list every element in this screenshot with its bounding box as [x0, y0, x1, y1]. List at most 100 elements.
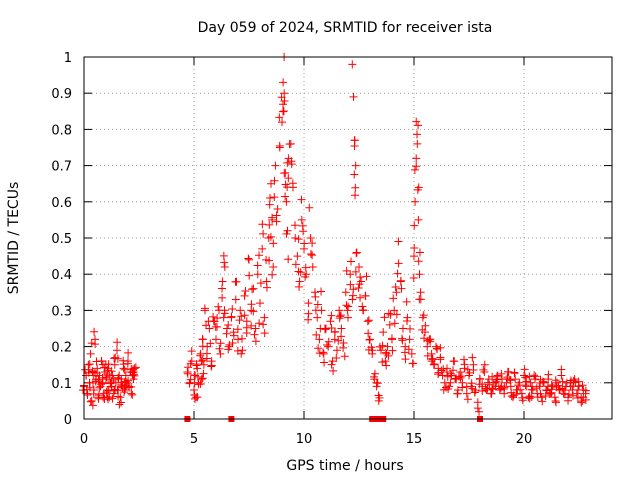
data-point	[206, 339, 215, 348]
data-point	[278, 118, 286, 127]
data-point	[355, 280, 364, 289]
data-point	[467, 379, 476, 388]
data-point	[377, 346, 385, 355]
data-point	[285, 140, 294, 149]
data-point	[116, 393, 125, 402]
data-point	[363, 317, 372, 326]
data-point	[272, 211, 281, 220]
data-point	[356, 273, 365, 282]
data-point	[125, 383, 134, 392]
data-point	[348, 291, 357, 300]
data-point	[578, 381, 587, 390]
data-point	[522, 377, 531, 386]
data-point	[479, 365, 488, 374]
data-point	[483, 378, 492, 387]
data-point	[380, 313, 389, 322]
data-point	[90, 327, 99, 336]
data-point	[311, 292, 320, 301]
x-tick-label: 20	[516, 432, 533, 447]
data-point	[565, 390, 574, 399]
data-point	[482, 386, 491, 395]
data-point	[332, 354, 341, 363]
data-point	[351, 191, 360, 200]
data-point	[564, 396, 573, 405]
data-point	[270, 176, 279, 185]
data-point	[415, 248, 424, 257]
data-point	[200, 304, 209, 313]
data-point	[129, 370, 138, 379]
data-point	[83, 390, 92, 399]
data-point	[538, 397, 547, 406]
x-tick-label: 10	[296, 432, 313, 447]
data-point	[356, 293, 365, 302]
data-point	[331, 327, 340, 336]
data-point	[404, 345, 413, 354]
data-point	[365, 335, 374, 344]
data-point	[282, 197, 291, 206]
data-point	[402, 297, 411, 306]
data-point	[570, 375, 579, 384]
data-point	[273, 205, 282, 214]
data-point	[559, 389, 568, 398]
x-axis-label: GPS time / hours	[286, 458, 403, 474]
data-point	[389, 294, 398, 303]
data-point	[320, 358, 329, 367]
data-point	[367, 343, 376, 352]
data-point	[220, 262, 229, 271]
data-point	[468, 353, 477, 362]
data-point	[229, 331, 238, 340]
data-point	[301, 272, 310, 281]
data-point	[304, 309, 313, 318]
data-point	[103, 395, 112, 404]
data-point	[573, 385, 582, 394]
data-point	[198, 374, 207, 383]
data-point	[500, 383, 509, 392]
data-point	[436, 355, 445, 364]
data-point	[284, 174, 293, 183]
data-point	[335, 312, 344, 321]
data-point	[421, 321, 430, 330]
data-point	[256, 299, 264, 308]
data-point	[94, 391, 103, 400]
data-point	[390, 319, 399, 328]
data-point	[480, 360, 489, 369]
data-point	[260, 329, 269, 338]
data-point	[550, 393, 559, 402]
data-point	[355, 262, 363, 271]
data-point	[341, 288, 350, 297]
data-point	[469, 365, 478, 374]
data-point	[407, 349, 416, 358]
data-point	[462, 382, 471, 391]
data-point	[301, 263, 310, 272]
data-point	[552, 383, 561, 392]
data-point	[248, 285, 257, 294]
data-point	[406, 324, 415, 333]
data-point	[296, 268, 305, 277]
data-point	[495, 386, 504, 395]
data-point	[199, 369, 208, 378]
data-point	[415, 270, 424, 279]
data-point	[419, 311, 428, 320]
data-point	[481, 384, 490, 393]
data-point	[85, 360, 94, 369]
data-point	[258, 244, 267, 253]
data-point	[456, 373, 465, 382]
data-point	[314, 344, 323, 353]
data-point	[241, 286, 250, 295]
data-point	[527, 385, 536, 394]
data-point	[416, 288, 425, 297]
data-point	[379, 328, 388, 337]
data-point	[574, 377, 583, 386]
data-point	[547, 388, 556, 397]
data-point	[392, 310, 401, 319]
data-point	[299, 227, 308, 236]
data-point	[526, 378, 535, 387]
y-tick-label: 0.7	[51, 160, 72, 175]
data-point	[186, 375, 195, 384]
data-point	[409, 274, 418, 283]
data-point	[423, 342, 432, 351]
data-point	[478, 380, 487, 389]
data-point	[291, 260, 300, 269]
data-point	[268, 270, 277, 279]
data-point	[88, 401, 97, 410]
